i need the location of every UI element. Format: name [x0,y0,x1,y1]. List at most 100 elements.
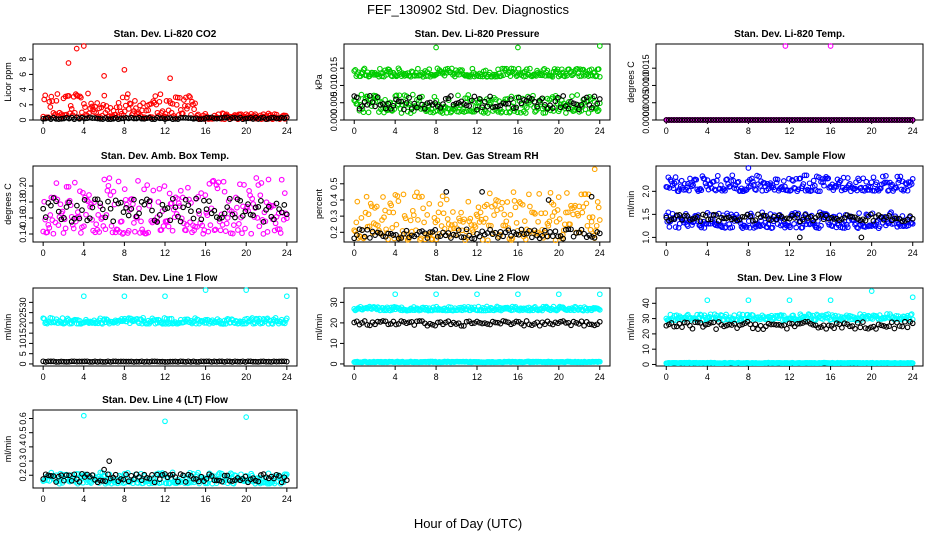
data-point [881,117,887,123]
data-point [190,215,197,222]
data-point [826,184,833,191]
data-point [239,213,246,219]
data-point [414,189,420,196]
data-point [894,117,900,123]
data-point [247,211,254,218]
data-point [663,117,670,123]
data-point [434,233,441,240]
panel-title: Stan. Dev. Amb. Box Temp. [101,151,229,162]
data-point [415,217,421,223]
data-point [722,187,728,194]
data-point [191,106,197,113]
data-point [222,228,229,234]
data-point [381,214,387,221]
x-tick-label: 8 [122,494,127,504]
data-point [367,235,373,241]
data-point [594,108,601,115]
data-point [862,325,869,331]
y-axis-label: ml/min [314,314,324,341]
data-point [560,93,567,99]
data-point [145,107,152,114]
data-point [570,233,577,240]
data-point [513,220,520,226]
x-tick-label: 24 [282,372,292,382]
series-2 [351,189,603,242]
y-tick-label: 0.015 [329,57,339,80]
x-tick-label: 16 [201,126,211,136]
data-point [54,91,61,97]
data-point [198,216,205,223]
data-point [591,234,598,241]
data-point [481,320,488,326]
data-point [794,211,801,218]
data-point [276,358,282,365]
data-point [237,197,244,204]
data-point [698,224,705,231]
data-point [820,216,827,223]
outlier-point [433,44,439,51]
data-point [133,115,140,122]
data-point [89,103,95,110]
data-point [668,320,675,326]
data-point [255,478,262,485]
data-point [805,117,811,123]
data-point [526,95,533,101]
data-point [429,321,436,328]
data-point [167,217,174,224]
data-point [465,92,472,98]
data-point [852,117,858,123]
data-point [83,211,89,218]
data-point [484,321,491,327]
data-point [752,321,759,328]
data-point [278,176,285,183]
data-point [232,115,238,121]
data-point [122,196,129,203]
data-point [44,229,51,236]
data-point [141,186,147,193]
data-point [463,102,470,109]
data-point [435,209,442,216]
data-point [770,117,777,123]
data-point [115,200,122,207]
data-point [353,219,360,226]
data-point [532,109,538,115]
data-point [557,104,564,111]
data-point [463,228,470,235]
data-point [760,326,767,332]
data-point [216,477,223,484]
data-point [138,358,145,365]
data-point [406,319,412,326]
data-point [408,232,415,239]
data-point [904,324,911,331]
data-point [254,215,261,221]
series-2 [351,91,603,116]
data-point [273,358,280,365]
data-point [778,322,785,329]
data-point [201,320,208,326]
x-tick-label: 24 [595,372,605,382]
panel-title: Stan. Dev. Line 1 Flow [113,273,218,284]
data-point [120,358,127,365]
data-point [401,106,407,113]
data-point [132,98,138,104]
data-point [377,319,384,325]
data-point [123,201,130,208]
data-point [531,227,538,234]
data-point [193,195,199,202]
data-point [241,182,247,188]
data-point [552,237,559,244]
data-point [159,115,166,122]
data-point [899,323,906,330]
data-point [169,116,176,123]
data-point [749,175,755,182]
data-point [797,117,803,123]
data-point [549,73,556,80]
data-point [159,108,166,114]
x-tick-label: 24 [908,126,918,136]
outlier-point [101,73,107,79]
data-point [121,108,128,115]
data-point [781,117,788,123]
data-point [728,216,735,223]
series-1 [351,291,603,314]
outlier-point [868,288,875,294]
